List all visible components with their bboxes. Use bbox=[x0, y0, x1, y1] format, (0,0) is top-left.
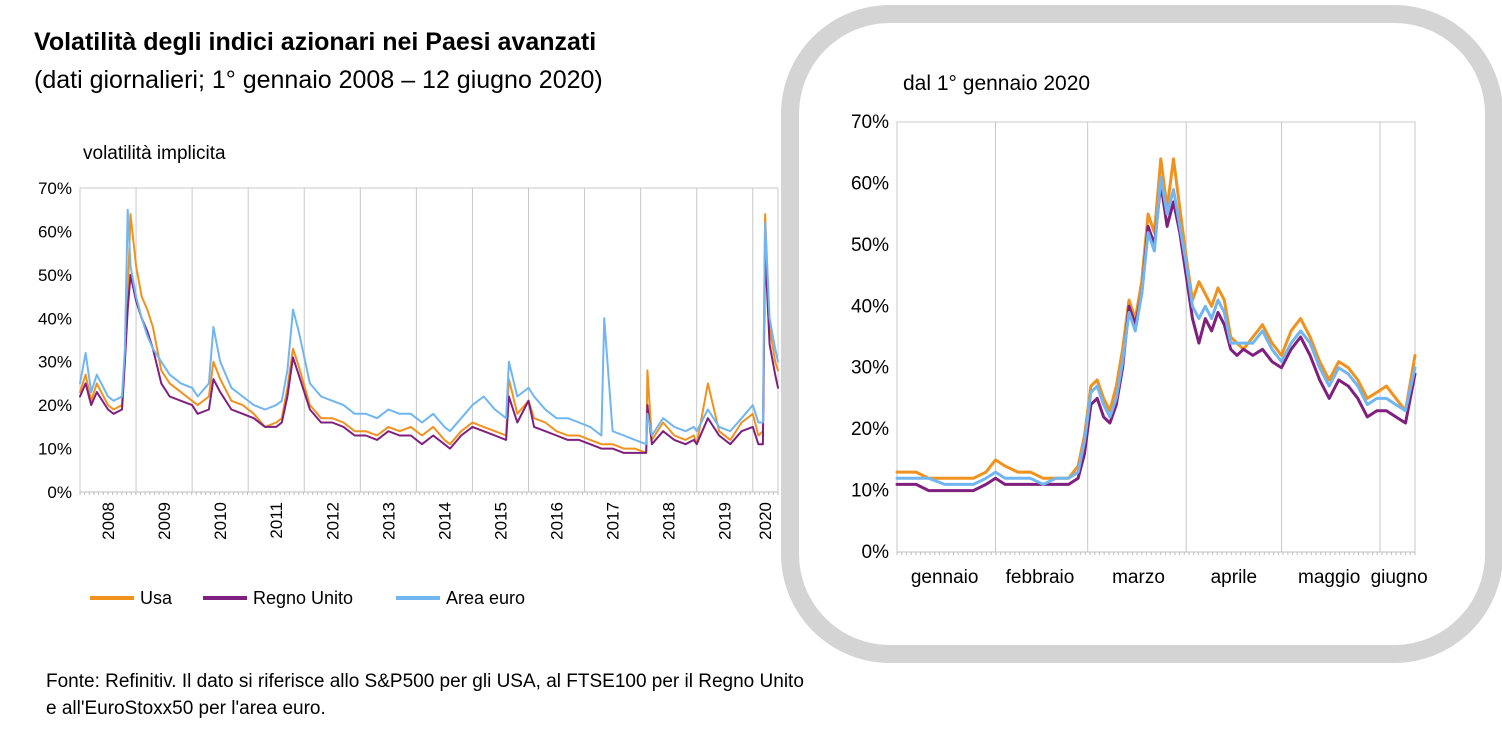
legend-item-usa: Usa bbox=[90, 586, 172, 610]
legend-label-area-euro: Area euro bbox=[446, 587, 526, 608]
x-tick-label: 2016 bbox=[548, 502, 567, 540]
y-tick-label: 40% bbox=[38, 309, 72, 328]
x-tick-label: 2017 bbox=[604, 502, 623, 540]
legend-label-regno-unito: Regno Unito bbox=[253, 587, 354, 608]
x-tick-label: 2013 bbox=[379, 502, 398, 540]
series-line-area-euro bbox=[79, 208, 779, 446]
x-tick-label: marzo bbox=[1112, 567, 1165, 588]
x-tick-label: aprile bbox=[1211, 567, 1257, 588]
inset-panel-title: dal 1° gennaio 2020 bbox=[903, 72, 1091, 95]
x-tick-label: giugno bbox=[1371, 567, 1428, 588]
x-tick-label: gennaio bbox=[911, 567, 979, 588]
x-tick-label: 2014 bbox=[435, 502, 454, 540]
y-tick-label: 70% bbox=[851, 112, 889, 133]
x-tick-label: 2009 bbox=[155, 502, 174, 540]
x-tick-label: 2011 bbox=[267, 502, 286, 539]
x-tick-label: febbraio bbox=[1006, 567, 1075, 588]
series-line-area-euro bbox=[895, 175, 1417, 486]
series-line-usa bbox=[79, 213, 779, 454]
y-tick-label: 0% bbox=[47, 483, 72, 502]
series-line-regno-unito bbox=[79, 247, 779, 454]
y-tick-label: 30% bbox=[851, 358, 889, 379]
series-line-usa bbox=[895, 157, 1417, 480]
legend-item-area-euro: Area euro bbox=[396, 586, 525, 610]
y-tick-label: 0% bbox=[862, 542, 890, 563]
y-tick-label: 50% bbox=[38, 266, 72, 285]
x-tick-label: 2012 bbox=[323, 502, 342, 540]
x-tick-label: 2008 bbox=[99, 502, 118, 540]
y-tick-label: 50% bbox=[851, 235, 889, 256]
y-tick-label: 20% bbox=[38, 396, 72, 415]
legend-swatch-usa bbox=[90, 596, 134, 600]
x-tick-label: maggio bbox=[1298, 567, 1360, 588]
x-tick-label: 2015 bbox=[491, 502, 510, 540]
y-tick-label: 10% bbox=[38, 440, 72, 459]
main-panel-title: volatilità implicita bbox=[83, 143, 226, 164]
series-line-regno-unito bbox=[895, 181, 1417, 493]
x-tick-label: 2018 bbox=[660, 502, 679, 540]
y-tick-label: 30% bbox=[38, 353, 72, 372]
legend-item-regno-unito: Regno Unito bbox=[203, 586, 353, 610]
y-tick-label: 60% bbox=[851, 173, 889, 194]
x-tick-label: 2010 bbox=[211, 502, 230, 540]
y-tick-label: 10% bbox=[851, 481, 889, 502]
y-tick-label: 40% bbox=[851, 296, 889, 317]
y-tick-label: 70% bbox=[38, 179, 72, 198]
chart-title: Volatilità degli indici azionari nei Pae… bbox=[34, 28, 597, 56]
plot-area bbox=[896, 121, 1416, 553]
legend-swatch-regno-unito bbox=[203, 596, 247, 600]
chart-subtitle: (dati giornalieri; 1° gennaio 2008 – 12 … bbox=[34, 66, 603, 94]
x-tick-label: 2019 bbox=[716, 502, 735, 540]
y-tick-label: 60% bbox=[38, 222, 72, 241]
x-tick-label: 2020 bbox=[756, 502, 775, 540]
y-tick-label: 20% bbox=[851, 419, 889, 440]
legend-label-usa: Usa bbox=[140, 587, 173, 608]
source-note: Fonte: Refinitiv. Il dato si riferisce a… bbox=[46, 671, 804, 719]
legend-swatch-area-euro bbox=[396, 596, 440, 600]
